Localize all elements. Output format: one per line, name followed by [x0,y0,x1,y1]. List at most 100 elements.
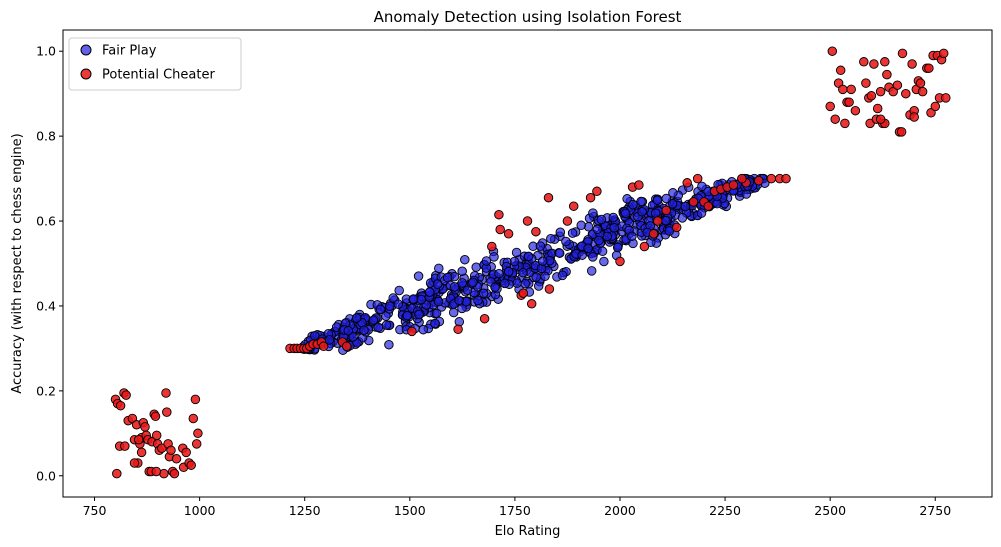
fair-play-point [596,214,607,225]
cheater-point [495,224,505,235]
cheater-point [835,65,846,76]
fair-play-point [471,262,481,272]
fair-play-point [602,231,612,242]
fair-play-point [381,320,392,330]
fair-play-point [385,301,395,311]
cheater-point [661,205,671,216]
fair-play-point [343,326,354,336]
fair-play-point [664,226,675,236]
fair-play-point [696,208,707,218]
fair-play-point [697,181,707,192]
cheater-point [737,173,747,184]
cheater-point [901,88,911,99]
cheater-point [930,101,941,112]
fair-play-point [442,272,453,283]
fair-play-point [520,278,531,289]
fair-play-point [368,315,379,325]
fair-play-point [478,288,489,299]
cheater-point [487,241,497,252]
cheater-point [503,229,514,239]
cheater-point [150,411,161,422]
cheater-point [592,186,602,197]
cheater-point [825,101,835,112]
y-tick-label: 0.4 [36,298,56,313]
fair-play-point [628,199,638,210]
fair-play-point [567,228,578,238]
fair-play-point [677,213,688,223]
cheater-point [682,178,692,188]
fair-play-point [555,227,566,237]
fair-play-point [599,256,609,267]
cheater-point [407,326,417,337]
x-tick-label: 2750 [919,503,951,518]
fair-play-point [668,188,678,198]
y-tick-label: 0.0 [36,468,56,483]
fair-play-point [627,231,637,242]
fair-play-point [608,212,619,223]
fair-play-point [650,208,661,218]
fair-play-point [680,201,691,212]
legend-label-potential-cheater: Potential Cheater [102,68,215,83]
fair-play-point [535,241,546,251]
fair-play-point [594,235,604,246]
fair-play-point [473,295,483,306]
fair-play-point [612,242,623,253]
cheater-point [121,390,131,400]
fair-play-point [394,285,404,296]
cheater-point [703,201,714,211]
fair-play-point [489,252,499,262]
cheater-point [827,46,838,56]
fair-play-point [592,224,603,235]
fair-play-point [537,256,548,266]
x-tick-label: 2250 [709,503,741,518]
fair-play-point [667,199,678,209]
cheater-point [151,466,162,477]
cheater-point [909,112,919,122]
cheater-point [872,103,883,114]
fair-play-point [546,233,556,244]
cheater-point [544,284,555,294]
fair-play-point [583,243,593,254]
fair-play-point [454,295,464,306]
x-tick-label: 1000 [184,503,216,518]
fair-play-point [494,268,504,279]
cheater-point [526,299,537,309]
cheater-point [875,114,886,124]
cheater-point [188,413,199,424]
cheater-point [938,48,949,59]
x-axis-label: Elo Rating [495,524,561,539]
fair-play-point [375,304,386,315]
cheater-point [181,447,191,458]
cheater-point [140,422,150,432]
fair-play-point [588,208,598,218]
cheater-point [115,400,126,411]
fair-play-point [433,296,444,307]
points-layer [110,46,951,479]
x-tick-label: 1500 [394,503,426,518]
fair-play-point [511,247,522,258]
fair-play-point [393,299,404,309]
cheater-point [585,192,596,203]
cheater-point [193,428,203,439]
fair-play-point [586,266,597,276]
cheater-point [846,84,856,95]
cheater-point [494,209,504,220]
fair-play-point [457,278,467,288]
fair-play-point [512,278,522,288]
fair-play-point [449,282,460,292]
x-tick-label: 1250 [289,503,321,518]
y-axis: 0.0 0.2 0.4 0.6 0.8 1.0 [36,44,63,483]
chart-title: Anomaly Detection using Isolation Forest [374,8,682,26]
cheater-point [924,63,934,73]
cheater-point [926,108,936,118]
fair-play-point [500,278,510,289]
fair-play-point [457,303,467,314]
cheater-point [191,439,202,449]
fair-play-point [402,310,412,321]
fair-play-point [351,313,362,323]
cheater-point [318,341,329,352]
cheater-point [518,288,529,298]
fair-play-point [434,263,444,274]
legend-marker-potential-cheater [80,68,92,80]
